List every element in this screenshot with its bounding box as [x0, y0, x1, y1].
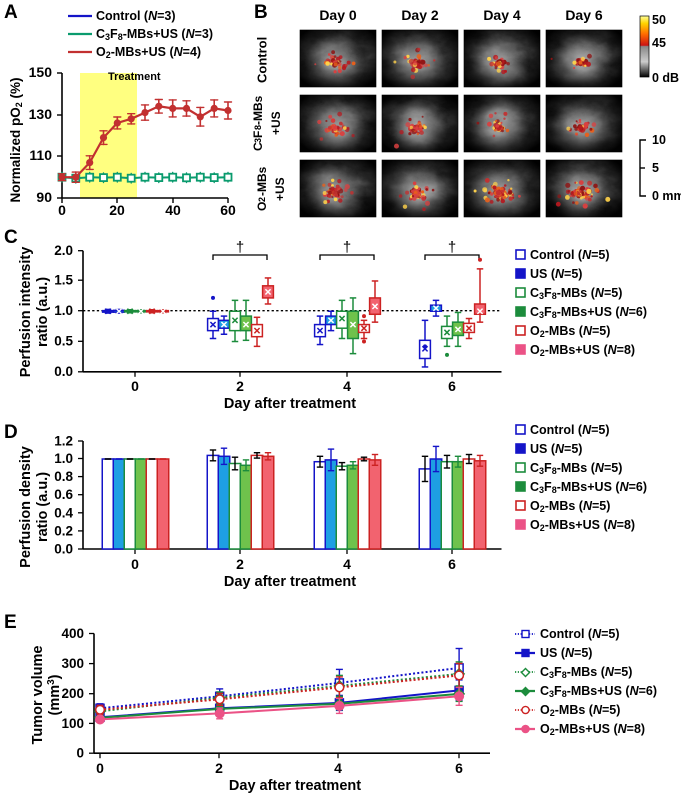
svg-text:4: 4	[334, 760, 342, 776]
svg-text:0 dB: 0 dB	[652, 71, 679, 85]
svg-text:Treatment: Treatment	[108, 71, 161, 83]
svg-text:60: 60	[220, 202, 236, 218]
svg-text:C3F8-MBs+US (N=6): C3F8-MBs+US (N=6)	[540, 684, 657, 699]
svg-text:1.0: 1.0	[54, 451, 73, 466]
svg-text:400: 400	[61, 626, 84, 641]
svg-text:150: 150	[29, 64, 53, 80]
svg-text:100: 100	[61, 716, 84, 731]
svg-text:0: 0	[76, 746, 84, 761]
svg-text:US (N=5): US (N=5)	[540, 646, 592, 660]
svg-text:1.2: 1.2	[54, 434, 73, 449]
svg-text:O2-MBs+US (N=8): O2-MBs+US (N=8)	[530, 343, 635, 358]
svg-text:C3F8-MBs (N=5): C3F8-MBs (N=5)	[530, 286, 622, 301]
svg-text:2: 2	[215, 760, 223, 776]
svg-text:O2-MBs+US (N=8): O2-MBs+US (N=8)	[540, 722, 645, 737]
svg-text:2.0: 2.0	[54, 243, 73, 258]
svg-text:O2-MBs (N=5): O2-MBs (N=5)	[540, 703, 620, 718]
svg-text:ratio (a.u.): ratio (a.u.)	[35, 472, 51, 542]
svg-text:1.0: 1.0	[54, 303, 73, 318]
svg-text:200: 200	[61, 686, 84, 701]
svg-text:US (N=5): US (N=5)	[530, 442, 582, 456]
svg-text:†: †	[343, 239, 351, 256]
svg-text:0.2: 0.2	[54, 523, 73, 538]
svg-text:0.0: 0.0	[54, 364, 73, 379]
svg-text:US (N=5): US (N=5)	[530, 267, 582, 281]
svg-text:6: 6	[448, 378, 456, 394]
svg-text:0: 0	[131, 378, 139, 394]
svg-text:O2-MBs+US (N=4): O2-MBs+US (N=4)	[96, 45, 201, 60]
svg-text:0.6: 0.6	[54, 487, 73, 502]
svg-text:C3F8-MBs+US (N=3): C3F8-MBs+US (N=3)	[96, 27, 213, 42]
svg-text:Tumor volume: Tumor volume	[30, 646, 46, 745]
svg-text:1.5: 1.5	[54, 273, 73, 288]
svg-text:0: 0	[58, 202, 66, 218]
svg-text:4: 4	[343, 556, 351, 572]
svg-text:6: 6	[455, 760, 463, 776]
svg-text:Control (N=3): Control (N=3)	[96, 9, 176, 23]
svg-text:C3F8-MBs (N=5): C3F8-MBs (N=5)	[540, 665, 632, 680]
svg-text:0 mm: 0 mm	[652, 189, 681, 203]
svg-text:O2-MBs+US (N=8): O2-MBs+US (N=8)	[530, 518, 635, 533]
svg-text:Control (N=5): Control (N=5)	[540, 627, 620, 641]
svg-text:Normalized pO2 (%): Normalized pO2 (%)	[8, 77, 24, 202]
svg-text:Day after treatment: Day after treatment	[229, 778, 361, 794]
svg-text:Control (N=5): Control (N=5)	[530, 423, 610, 437]
svg-text:C3F8-MBs+US (N=6): C3F8-MBs+US (N=6)	[530, 305, 647, 320]
svg-text:40: 40	[165, 202, 181, 218]
svg-text:2: 2	[236, 378, 244, 394]
svg-text:0.0: 0.0	[54, 542, 73, 557]
svg-text:Day after treatment: Day after treatment	[224, 396, 356, 412]
svg-text:Day after treatment: Day after treatment	[224, 574, 356, 590]
svg-text:110: 110	[29, 147, 52, 163]
svg-text:ratio (a.u.): ratio (a.u.)	[35, 277, 51, 347]
svg-text:Perfusion intensity: Perfusion intensity	[18, 247, 34, 378]
svg-text:†: †	[448, 239, 456, 256]
svg-text:0: 0	[96, 760, 104, 776]
svg-text:6: 6	[448, 556, 456, 572]
svg-text:0.4: 0.4	[54, 505, 73, 520]
svg-text:4: 4	[343, 378, 351, 394]
svg-text:0.5: 0.5	[54, 334, 73, 349]
svg-text:C3F8-MBs+US (N=6): C3F8-MBs+US (N=6)	[530, 480, 647, 495]
svg-text:Control (N=5): Control (N=5)	[530, 248, 610, 262]
svg-text:45: 45	[652, 36, 666, 50]
svg-text:O2-MBs (N=5): O2-MBs (N=5)	[530, 499, 610, 514]
svg-text:C3F8-MBs (N=5): C3F8-MBs (N=5)	[530, 461, 622, 476]
svg-text:130: 130	[29, 106, 53, 122]
svg-text:0: 0	[131, 556, 139, 572]
svg-text:2: 2	[236, 556, 244, 572]
svg-text:5: 5	[652, 161, 659, 175]
svg-text:Perfusion density: Perfusion density	[18, 446, 34, 568]
svg-text:O2-MBs (N=5): O2-MBs (N=5)	[530, 324, 610, 339]
svg-text:10: 10	[652, 133, 666, 147]
svg-text:300: 300	[61, 656, 84, 671]
svg-text:90: 90	[36, 189, 52, 205]
svg-text:20: 20	[109, 202, 125, 218]
svg-text:50: 50	[652, 13, 666, 27]
svg-text:†: †	[236, 239, 244, 256]
svg-text:0.8: 0.8	[54, 469, 73, 484]
svg-text:(mm3): (mm3)	[46, 674, 63, 715]
